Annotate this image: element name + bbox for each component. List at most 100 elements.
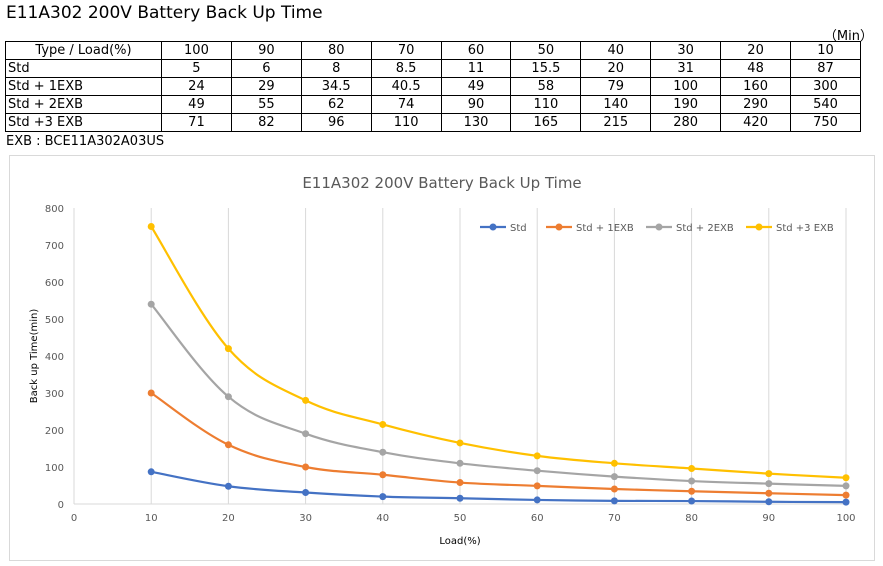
data-point — [842, 491, 850, 499]
table-cell: 5 — [161, 59, 232, 78]
data-point — [842, 474, 850, 482]
data-point — [302, 396, 310, 404]
table-cell: 100 — [650, 77, 722, 96]
table-cell: 15.5 — [510, 59, 582, 78]
x-tick-label: 90 — [762, 513, 775, 524]
y-axis-title: Back up Time(min) — [29, 309, 40, 404]
backup-time-chart: E11A302 200V Battery Back Up Time 0 10 20 3… — [29, 174, 856, 547]
legend-marker — [755, 223, 763, 231]
data-point — [224, 345, 232, 353]
legend-marker — [555, 223, 563, 231]
legend-label: Std + 2EXB — [676, 223, 734, 234]
table-cell: 8 — [300, 59, 372, 78]
chart-title: E11A302 200V Battery Back Up Time — [302, 174, 581, 192]
series-1 — [147, 389, 850, 499]
data-point — [610, 497, 618, 505]
header-cell-load: 20 — [720, 41, 792, 60]
data-point — [302, 430, 310, 438]
data-point — [224, 393, 232, 401]
x-tick-label: 0 — [71, 513, 77, 524]
data-point — [224, 482, 232, 490]
row-label-cell: Std — [5, 59, 162, 78]
data-point — [147, 468, 155, 476]
legend-label: Std +3 EXB — [776, 223, 834, 234]
table-cell: 215 — [580, 113, 652, 132]
table-cell: 55 — [230, 95, 302, 114]
legend-item: Std + 2EXB — [646, 223, 734, 234]
table-row: Std +3 EXB 71 82 96 110 130 165 215 280 420 750 — [5, 113, 861, 132]
data-point — [765, 489, 773, 497]
y-tick-label: 300 — [45, 389, 64, 400]
data-point — [533, 482, 541, 490]
data-point — [379, 471, 387, 479]
chart-area: E11A302 200V Battery Back Up Time 0 10 20 3… — [9, 155, 875, 561]
data-point — [379, 448, 387, 456]
table-cell: 20 — [580, 59, 652, 78]
table-cell: 8.5 — [370, 59, 442, 78]
x-tick-label: 10 — [145, 513, 158, 524]
unit-label: （Min） — [823, 29, 873, 44]
x-tick-label: 50 — [454, 513, 467, 524]
axes: 0 10 20 30 40 50 60 70 80 90 100 0 100 200 300 400 500 60… — [45, 204, 856, 524]
table-cell: 58 — [510, 77, 582, 96]
exb-note: EXB : BCE11A302A03US — [6, 134, 165, 149]
series-0 — [147, 468, 850, 506]
header-cell-load: 80 — [300, 41, 372, 60]
table-cell: 87 — [790, 59, 861, 78]
row-label-cell: Std + 1EXB — [5, 77, 162, 96]
table-cell: 96 — [300, 113, 372, 132]
table-cell: 290 — [720, 95, 792, 114]
data-point — [610, 459, 618, 467]
table-cell: 420 — [720, 113, 792, 132]
data-point — [842, 498, 850, 506]
table-cell: 11 — [440, 59, 512, 78]
y-tick-label: 400 — [45, 352, 64, 363]
table-cell: 71 — [161, 113, 232, 132]
data-point — [456, 439, 464, 447]
table-cell: 140 — [580, 95, 652, 114]
table-cell: 165 — [510, 113, 582, 132]
legend-item: Std + 1EXB — [546, 223, 634, 234]
data-point — [688, 464, 696, 472]
x-tick-label: 100 — [836, 513, 855, 524]
table-cell: 74 — [370, 95, 442, 114]
table-cell: 49 — [440, 77, 512, 96]
data-point — [610, 485, 618, 493]
data-point — [533, 452, 541, 460]
table-row: Std + 1EXB 24 29 34.5 40.5 49 58 79 100 160 300 — [5, 77, 861, 96]
data-point — [533, 496, 541, 504]
header-cell-load: 10 — [790, 41, 861, 60]
data-point — [610, 473, 618, 481]
legend-item: Std +3 EXB — [746, 223, 834, 234]
table-cell: 280 — [650, 113, 722, 132]
header-cell-load: 90 — [230, 41, 302, 60]
table-cell: 79 — [580, 77, 652, 96]
table-cell: 82 — [230, 113, 302, 132]
table-cell: 110 — [510, 95, 582, 114]
table-cell: 40.5 — [370, 77, 442, 96]
table-cell: 750 — [790, 113, 861, 132]
series-line — [150, 225, 847, 479]
table-header-row: Type / Load(%) 100 90 80 70 60 50 40 30 20 10 — [5, 41, 861, 60]
y-tick-label: 700 — [45, 241, 64, 252]
table-cell: 62 — [300, 95, 372, 114]
data-point — [456, 479, 464, 487]
table-cell: 130 — [440, 113, 512, 132]
backup-time-table: Type / Load(%) 100 90 80 70 60 50 40 30 20 10 Std 5 6… — [5, 41, 861, 132]
table-cell: 110 — [370, 113, 442, 132]
x-tick-label: 80 — [685, 513, 698, 524]
x-tick-label: 30 — [299, 513, 312, 524]
table-cell: 160 — [720, 77, 792, 96]
data-point — [688, 487, 696, 495]
table-cell: 6 — [230, 59, 302, 78]
x-tick-label: 40 — [376, 513, 389, 524]
table-cell: 24 — [161, 77, 232, 96]
y-tick-label: 800 — [45, 204, 64, 215]
data-point — [302, 489, 310, 497]
table-cell: 540 — [790, 95, 861, 114]
header-cell-type: Type / Load(%) — [5, 41, 162, 60]
x-tick-label: 60 — [531, 513, 544, 524]
data-point — [379, 493, 387, 501]
table-cell: 49 — [161, 95, 232, 114]
header-cell-load: 40 — [580, 41, 652, 60]
